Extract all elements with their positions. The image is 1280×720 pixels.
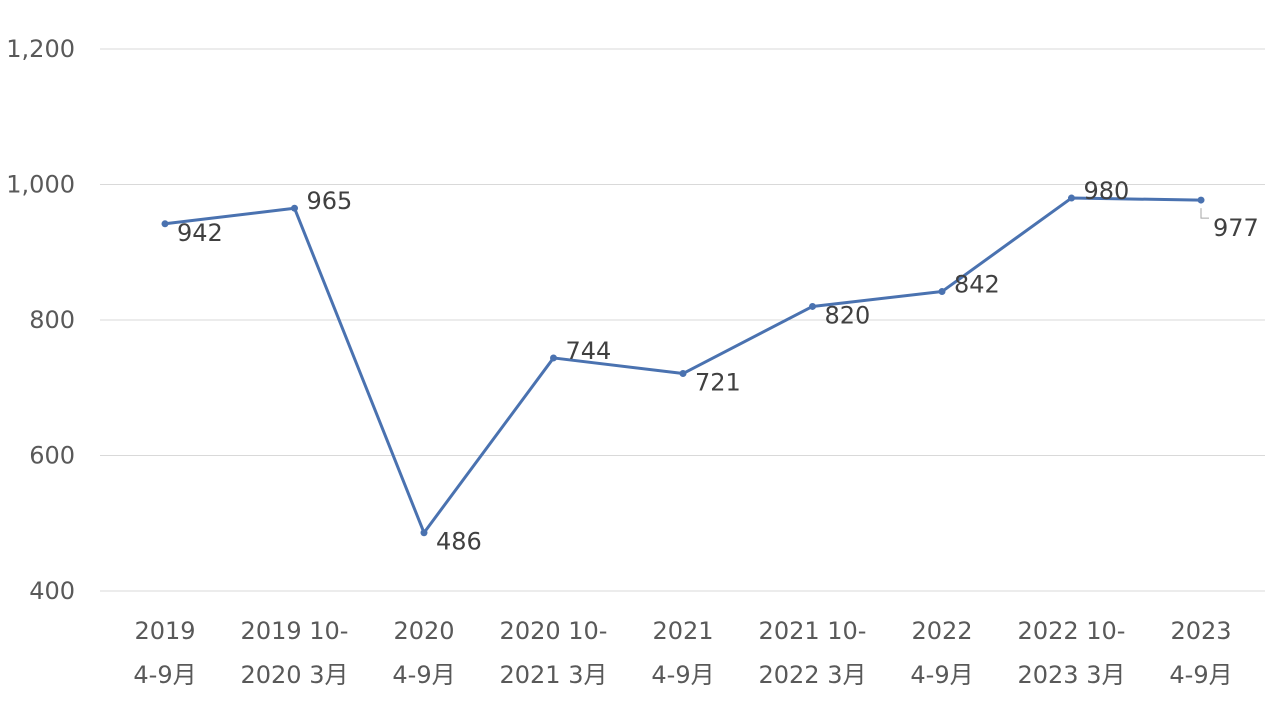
- data-label: 486: [436, 528, 482, 556]
- data-point: [1197, 196, 1205, 204]
- data-point: [1068, 194, 1075, 202]
- x-tick-label: 2020 10-: [500, 617, 608, 645]
- x-tick-label: 2023 3月: [1018, 661, 1126, 689]
- x-tick-label: 2022 3月: [759, 661, 867, 689]
- data-label: 977: [1213, 214, 1259, 242]
- y-tick-label: 800: [29, 306, 75, 334]
- data-point: [550, 354, 557, 362]
- data-label: 942: [177, 219, 223, 247]
- data-point: [291, 204, 298, 212]
- data-label: 965: [307, 187, 353, 215]
- x-tick-label: 2020: [393, 617, 454, 645]
- x-tick-label: 2021 10-: [759, 617, 867, 645]
- data-labels: 942 965 486 744 721 820 842 980 977: [177, 177, 1259, 556]
- data-point: [420, 529, 428, 537]
- data-label-leader-line: [1200, 208, 1209, 219]
- x-tick-label: 2023: [1170, 617, 1231, 645]
- data-point: [679, 370, 687, 378]
- x-tick-label: 2019: [134, 617, 195, 645]
- data-label: 721: [695, 369, 741, 397]
- x-tick-label: 4-9月: [910, 661, 973, 689]
- x-tick-label: 2020 3月: [241, 661, 349, 689]
- x-tick-label: 2021 3月: [500, 661, 608, 689]
- gridlines: [100, 48, 1265, 592]
- series-line: [164, 196, 1202, 535]
- data-point: [809, 302, 816, 310]
- x-tick-label: 4-9月: [1169, 661, 1232, 689]
- x-tick-label: 4-9月: [133, 661, 196, 689]
- y-tick-label: 1,000: [6, 171, 75, 199]
- x-tick-label: 2021: [652, 617, 713, 645]
- data-point: [938, 288, 946, 296]
- y-axis-tick-labels: 400 600 800 1,000 1,200: [6, 35, 75, 605]
- x-tick-label: 2019 10-: [241, 617, 349, 645]
- x-tick-label: 2022 10-: [1018, 617, 1126, 645]
- x-tick-label: 4-9月: [651, 661, 714, 689]
- x-tick-label: 4-9月: [392, 661, 455, 689]
- data-label: 744: [566, 337, 612, 365]
- data-label: 842: [954, 271, 1000, 299]
- x-tick-label: 2022: [911, 617, 972, 645]
- y-tick-label: 600: [29, 442, 75, 470]
- y-tick-label: 400: [29, 577, 75, 605]
- series: [161, 194, 1205, 537]
- data-point: [161, 220, 169, 228]
- data-label: 980: [1084, 177, 1130, 205]
- y-tick-label: 1,200: [6, 35, 75, 63]
- x-axis-tick-labels: 2019 4-9月 2019 10- 2020 3月 2020 4-9月 2020 10- 2…: [133, 617, 1232, 689]
- data-label: 820: [825, 301, 871, 329]
